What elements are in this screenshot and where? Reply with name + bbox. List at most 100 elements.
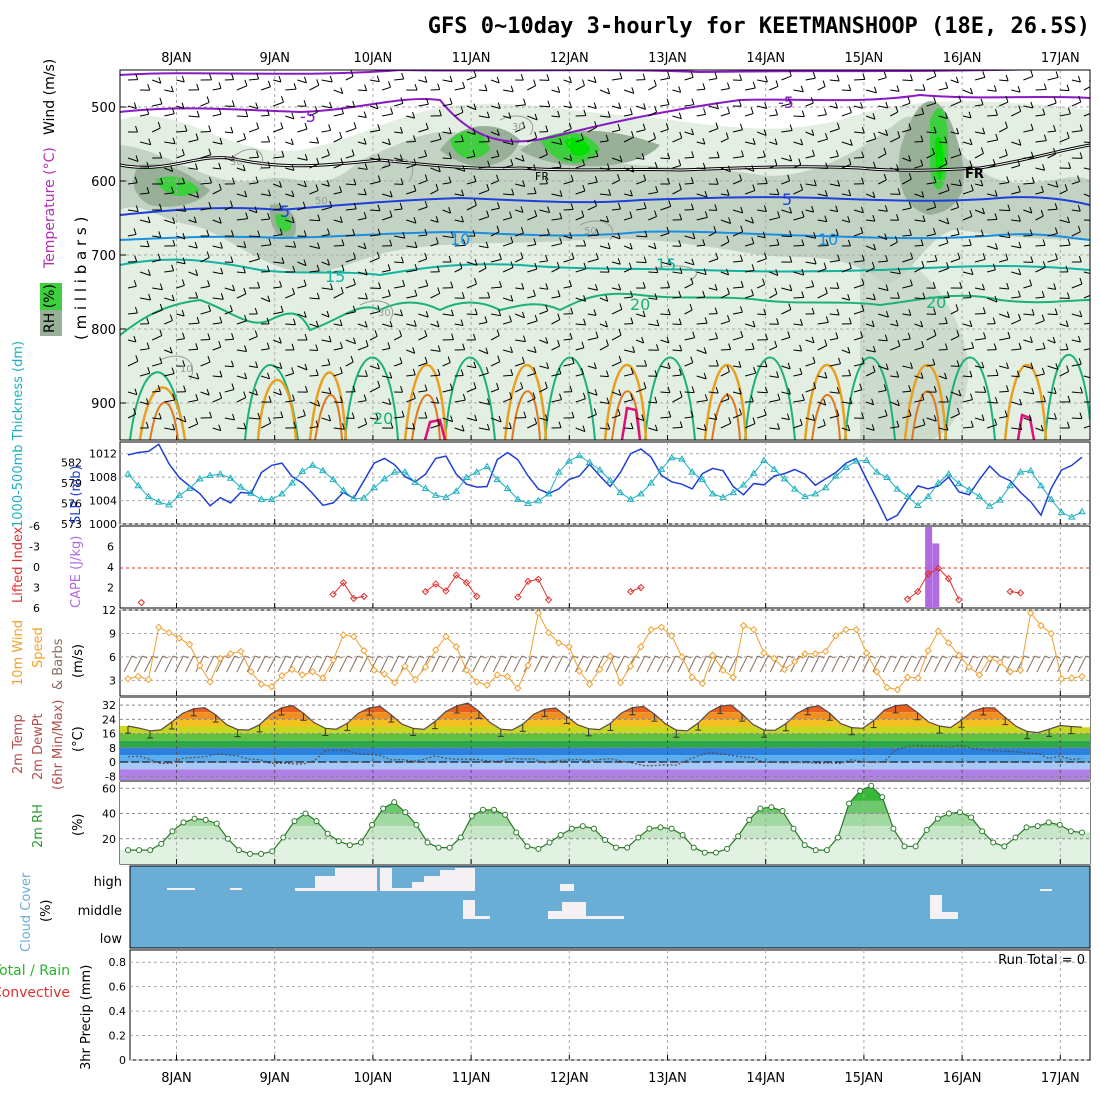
cape-axis-label: CAPE (J/kg) bbox=[69, 536, 84, 608]
rh2m-marker bbox=[691, 845, 696, 850]
chart-title: GFS 0~10day 3-hourly for KEETMANSHOOP (1… bbox=[428, 14, 1090, 39]
date-label: 16JAN bbox=[943, 1071, 982, 1086]
thickness-axis-label: 1000-500mb Thickness (dm) bbox=[11, 341, 26, 528]
rh2m-marker bbox=[824, 848, 829, 853]
wind10-axis-barbs: & Barbs bbox=[51, 638, 66, 690]
wind-barb bbox=[794, 297, 804, 298]
contour-label: 10 bbox=[818, 230, 838, 249]
rh2m-marker bbox=[347, 843, 352, 848]
rh2m-marker bbox=[569, 826, 574, 831]
wind10-plot-area bbox=[120, 610, 1090, 696]
rh2m-marker bbox=[536, 846, 541, 851]
wind-barb bbox=[854, 79, 865, 80]
rh2m-marker bbox=[869, 783, 874, 788]
rh2m-marker bbox=[1002, 844, 1007, 849]
date-label: 13JAN bbox=[648, 51, 687, 66]
wind-barb bbox=[443, 158, 452, 159]
temp2m-axis-label: 2m Temp bbox=[11, 714, 26, 774]
lifted-index-tick-label: -6 bbox=[29, 520, 40, 533]
wind10-axis-unit: (m/s) bbox=[71, 644, 86, 678]
wind-barb bbox=[902, 80, 912, 81]
date-label: 15JAN bbox=[845, 51, 884, 66]
precip-tick-label: 0.4 bbox=[109, 1005, 127, 1018]
rh2m-marker bbox=[758, 806, 763, 811]
wind-barb bbox=[310, 220, 320, 221]
rh2m-marker bbox=[991, 840, 996, 845]
rh2m-marker bbox=[614, 845, 619, 850]
pressure-tick-label: 500 bbox=[91, 101, 116, 116]
wind-barb bbox=[1036, 245, 1046, 246]
wind-barb-flag bbox=[1093, 215, 1095, 221]
rh2m-marker bbox=[946, 811, 951, 816]
wind-barb bbox=[794, 116, 805, 117]
rh2m-marker bbox=[248, 851, 253, 856]
rh2m-marker bbox=[902, 844, 907, 849]
cape-bar bbox=[925, 527, 932, 608]
wind-barb bbox=[189, 349, 198, 350]
rh2m-marker bbox=[325, 831, 330, 836]
contour-label: FR bbox=[535, 170, 549, 183]
wind-barb bbox=[346, 418, 354, 419]
wind-barb bbox=[636, 262, 646, 263]
wind-barb bbox=[552, 167, 562, 168]
date-label: 11JAN bbox=[452, 51, 491, 66]
wind10-tick-label: 6 bbox=[109, 651, 116, 664]
precip-ticks: 0.80.60.40.20 bbox=[109, 956, 127, 1067]
precip-tick-label: 0.2 bbox=[109, 1030, 127, 1043]
rh2m-marker bbox=[658, 825, 663, 830]
wind-barb bbox=[249, 236, 260, 237]
cape-tick-label: 2 bbox=[107, 582, 114, 595]
temp2m-tick-label: 0 bbox=[109, 756, 116, 769]
wind-barb bbox=[1048, 209, 1058, 210]
cape-plot-area bbox=[120, 526, 1090, 608]
rh2m-axis-unit: (%) bbox=[71, 814, 86, 837]
rh2m-marker bbox=[525, 844, 530, 849]
pressure-tick-label: 900 bbox=[91, 397, 116, 412]
rh2m-marker bbox=[370, 822, 375, 827]
rh2m-marker bbox=[314, 819, 319, 824]
date-label: 12JAN bbox=[550, 1071, 589, 1086]
rh2m-marker bbox=[802, 843, 807, 848]
cloud-ticks: high middle low bbox=[78, 875, 123, 947]
rh2m-tick-label: 40 bbox=[102, 808, 116, 821]
rh2m-marker bbox=[159, 841, 164, 846]
rh2m-marker bbox=[358, 840, 363, 845]
wind-barb bbox=[999, 210, 1010, 211]
precip-tick-label: 0.8 bbox=[109, 956, 127, 969]
wind-barb bbox=[685, 183, 694, 184]
wind10-tick-label: 3 bbox=[109, 674, 116, 687]
wind-barb-flag bbox=[1092, 269, 1094, 275]
rh2m-marker bbox=[436, 845, 441, 850]
contour-label: 30 bbox=[378, 308, 391, 319]
rh2m-marker bbox=[1080, 830, 1085, 835]
rh2m-marker bbox=[281, 835, 286, 840]
slp-tick-label: 1004 bbox=[89, 495, 117, 508]
rh2m-axis-label: 2m RH bbox=[31, 804, 46, 848]
rh2m-marker bbox=[858, 788, 863, 793]
minmax-axis-label: (6hr Min/Max) bbox=[51, 700, 66, 790]
wind-barb-flag bbox=[1092, 373, 1094, 379]
wind-barb bbox=[406, 141, 415, 142]
rh2m-tick-label: 20 bbox=[102, 833, 116, 846]
wind-barb bbox=[915, 245, 924, 246]
rh2m-marker bbox=[669, 826, 674, 831]
pressure-tick-label: 700 bbox=[91, 249, 116, 264]
wind-barb bbox=[878, 340, 887, 341]
temp2m-tick-label: 8 bbox=[109, 742, 116, 755]
wind-barb bbox=[503, 428, 511, 429]
wind-barb-flag bbox=[1091, 419, 1093, 425]
rh2m-marker bbox=[780, 809, 785, 814]
wind-barb bbox=[975, 313, 985, 314]
rh2m-marker bbox=[625, 845, 630, 850]
pressure-tick-label: 600 bbox=[91, 175, 116, 190]
wind-barb bbox=[1084, 220, 1095, 221]
wind10-axis-sub: Speed bbox=[31, 627, 46, 668]
temp2m-tick-label: 32 bbox=[102, 699, 116, 712]
wind-barb bbox=[1060, 90, 1069, 91]
wind-barb bbox=[915, 298, 925, 299]
wind10-tick-label: 9 bbox=[109, 627, 116, 640]
wind-barb bbox=[479, 90, 487, 91]
